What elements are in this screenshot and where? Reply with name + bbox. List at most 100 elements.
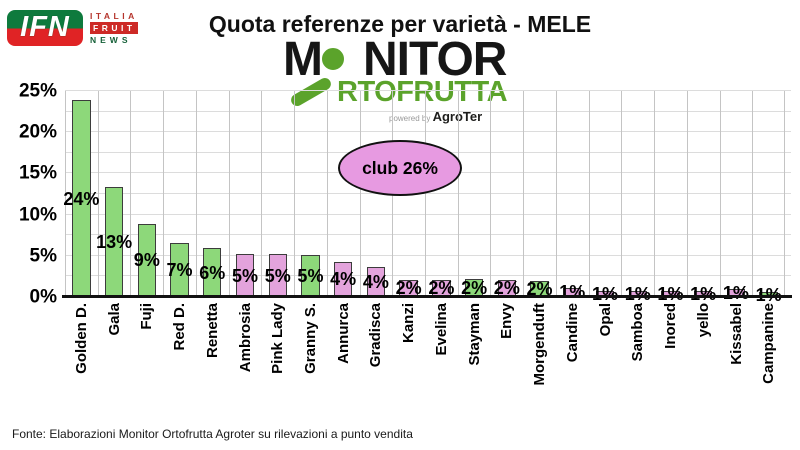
v-gridline <box>326 91 328 297</box>
v-gridline <box>752 91 754 297</box>
x-category-label: Renetta <box>196 303 229 421</box>
x-category-label: Stayman <box>458 303 491 421</box>
bar-value-label: 5% <box>297 266 324 286</box>
y-tick-label: 0% <box>29 286 57 308</box>
x-category-text: Envy <box>498 303 516 339</box>
bar-column: 1% <box>752 91 785 304</box>
v-gridline <box>65 91 66 297</box>
x-category-label: Gala <box>98 303 131 421</box>
powered-by-line: powered by AgroTer <box>389 108 482 126</box>
v-gridline <box>523 91 525 297</box>
ifn-fruit-label: FRUIT <box>90 22 138 34</box>
bar-value-label: 2% <box>395 278 422 299</box>
x-category-text: Candine <box>563 303 581 363</box>
h-gridline <box>65 234 791 236</box>
bar-value-label: 1% <box>756 286 782 304</box>
bar-value-label: 1% <box>559 282 586 303</box>
x-category-label: Candine <box>556 303 589 421</box>
x-category-label: Kanzi <box>392 303 425 421</box>
page-title: Quota referenze per varietà - MELE <box>208 11 592 37</box>
ifn-acronym: IFN <box>20 10 70 43</box>
bar-value-label: 9% <box>133 250 160 271</box>
x-category-label: Fuji <box>130 303 163 421</box>
x-category-label: Envy <box>491 303 524 421</box>
x-category-text: Red D. <box>171 303 189 351</box>
ifn-news-label: NEWS <box>90 35 132 45</box>
bar-column: 4% <box>360 91 393 297</box>
monitor-ortofrutta-logo: M NITOR RTOFRUTTA powered by AgroTer <box>283 36 549 125</box>
v-gridline <box>294 91 296 297</box>
x-category-label: Kissabel <box>720 303 753 421</box>
bar-column: 24% <box>63 91 100 297</box>
bar-value-label: 2% <box>526 278 553 299</box>
x-category-label: Ambrosia <box>229 303 262 421</box>
x-category-text: Granny S. <box>302 303 319 374</box>
bar-column: 6% <box>196 91 229 297</box>
club-annotation-ellipse: club 26% <box>338 140 462 196</box>
bar-value-label: 24% <box>63 188 100 209</box>
y-tick-label: 5% <box>29 245 57 267</box>
bar-column: 5% <box>229 91 262 297</box>
powered-by-label: powered by <box>389 114 433 123</box>
h-gridline <box>65 110 791 112</box>
v-gridline <box>555 91 557 297</box>
monitor-letters-nitor: NITOR <box>363 33 507 86</box>
bar-value-label: 1% <box>625 285 651 303</box>
h-gridline <box>65 90 791 91</box>
v-gridline <box>457 91 459 297</box>
x-category-text: Fuji <box>138 303 156 330</box>
v-gridline <box>621 91 623 297</box>
monitor-letter-m: M <box>283 33 323 86</box>
bar-value-label: 5% <box>231 265 258 286</box>
v-gridline <box>359 91 361 297</box>
bar-column: 1% <box>556 91 589 301</box>
x-category-text: Renetta <box>203 303 221 359</box>
v-gridline <box>686 91 688 297</box>
h-gridline <box>65 275 791 277</box>
x-category-label: Evelina <box>425 303 458 421</box>
bar-column: 4% <box>327 91 360 297</box>
h-gridline <box>65 193 791 194</box>
v-gridline <box>654 91 656 297</box>
x-category-label: Pink Lady <box>261 303 294 421</box>
bar-value-label: 7% <box>166 259 193 280</box>
x-category-text: Evelina <box>432 303 450 356</box>
bar-column: 2% <box>425 91 458 297</box>
x-category-label: Opal <box>589 303 622 421</box>
x-category-text: Ambrosia <box>236 303 254 373</box>
y-tick-label: 15% <box>18 162 57 184</box>
v-gridline <box>97 91 99 297</box>
x-category-text: Stayman <box>465 303 483 366</box>
x-category-text: Pink Lady <box>269 303 287 374</box>
v-gridline <box>588 91 590 297</box>
x-category-text: Golden D. <box>72 303 90 374</box>
h-gridline <box>65 213 791 215</box>
x-category-label: Samboa <box>621 303 654 421</box>
bar-column: 7% <box>163 91 196 297</box>
bar-column: 1% <box>720 91 753 302</box>
bar-value-label: 4% <box>330 269 357 290</box>
v-gridline <box>130 91 132 297</box>
x-category-label: Annurca <box>327 303 360 421</box>
h-gridline <box>65 131 791 133</box>
bar-column: 2% <box>490 91 523 297</box>
bar-value-label: 5% <box>264 265 291 286</box>
x-category-text: Kanzi <box>400 303 418 344</box>
x-category-label: Campanine <box>752 303 785 421</box>
ortofrutta-label: RTOFRUTTA <box>337 76 508 108</box>
v-gridline <box>195 91 197 297</box>
x-category-text: Kissabel <box>727 303 745 365</box>
bar-column: 1% <box>621 91 654 303</box>
club-annotation-label: club 26% <box>362 157 438 178</box>
v-gridline <box>261 91 263 297</box>
v-gridline <box>425 91 426 297</box>
x-category-label: Inored <box>654 303 687 421</box>
y-tick-label: 20% <box>18 121 57 143</box>
bar-column: 2% <box>523 91 556 299</box>
x-category-label: Granny S. <box>294 303 327 421</box>
bar-column: 5% <box>261 91 294 297</box>
y-tick-label: 10% <box>18 204 57 226</box>
plot-area: club 26% 24% 13% 9% 7% 6% 5% 5% 5% 4% 4% 2% 2% 2% 2% 2… <box>62 90 792 304</box>
v-gridline <box>490 91 492 297</box>
